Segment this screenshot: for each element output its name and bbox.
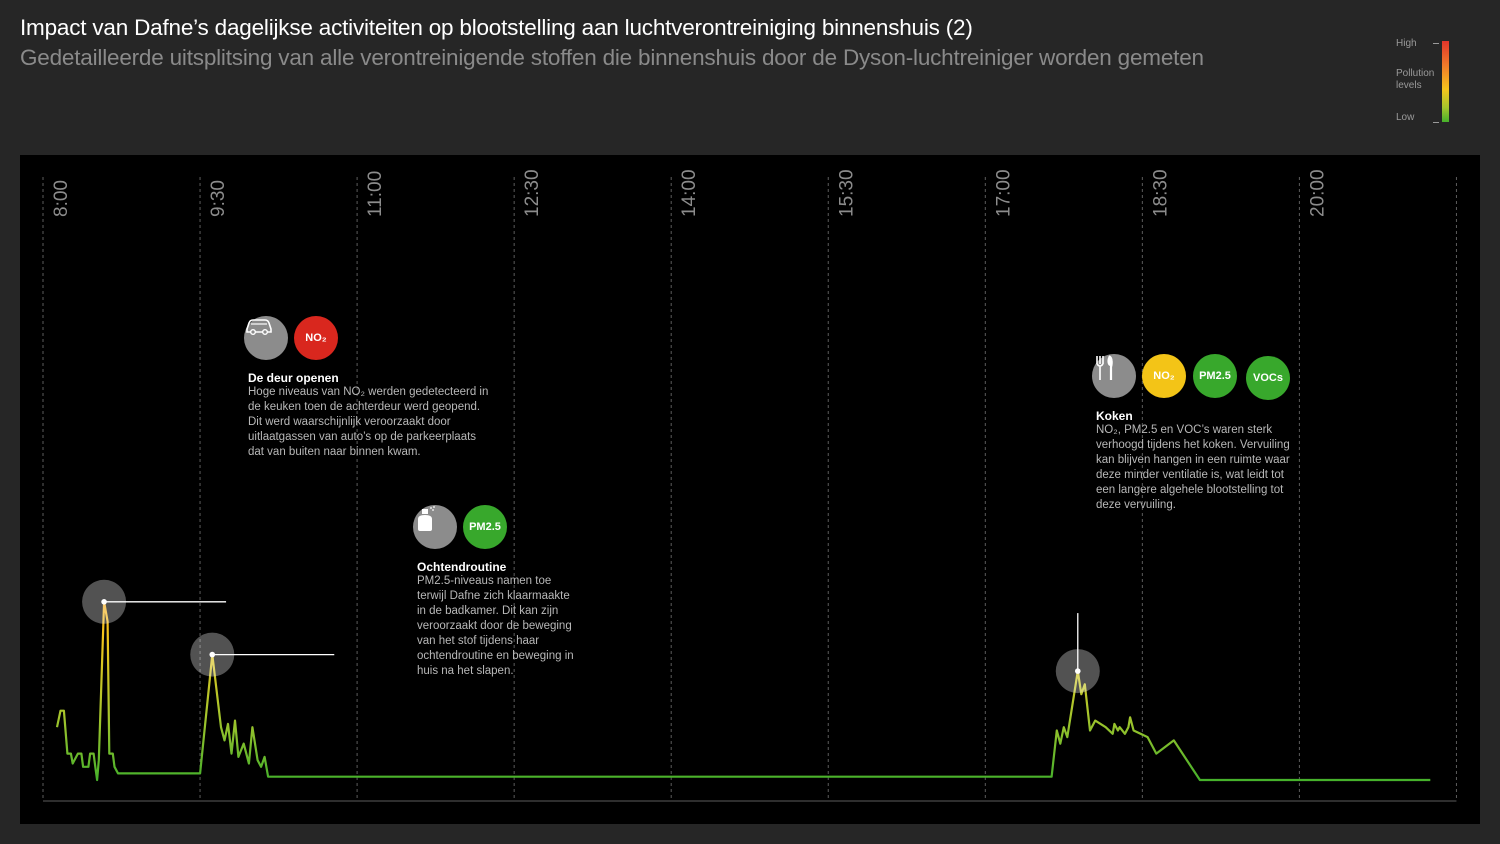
x-tick-label: 20:00	[1307, 169, 1328, 217]
annotation-morning-line: van het stof tijdens haar	[417, 635, 540, 647]
chart-panel: 8:00 9:30 11:00 12:30 14:00 15:30 17:00 18:30 20…	[20, 155, 1480, 824]
x-tick-label: 9:30	[208, 180, 229, 217]
chart-subtitle: Gedetailleerde uitsplitsing van alle ver…	[20, 45, 1204, 70]
car-icon	[244, 316, 288, 360]
no2-badge: NO₂	[294, 316, 338, 360]
marker-layer	[82, 579, 1100, 694]
annotation-cooking-line: deze vervuiling.	[1096, 499, 1176, 511]
annotation-cooking-line: NO₂, PM2.5 en VOC’s waren sterk	[1096, 424, 1273, 436]
annotation-marker-dot	[101, 599, 107, 605]
legend-high-label: High	[1396, 38, 1417, 49]
chart-svg: 8:00 9:30 11:00 12:30 14:00 15:30 17:00 18:30 20…	[42, 169, 1457, 802]
pm25-badge: PM2.5	[1193, 354, 1237, 398]
annotation-cooking-line: een langere algehele blootstelling tot	[1096, 484, 1284, 496]
annotation-morning-line: huis na het slapen.	[417, 665, 514, 677]
grid-layer: 8:00 9:30 11:00 12:30 14:00 15:30 17:00 18:30 20…	[42, 169, 1457, 802]
legend-high-tick	[1433, 43, 1439, 44]
annotation-marker-dot	[1074, 668, 1081, 674]
x-tick-label: 15:30	[836, 169, 857, 217]
legend-low-label: Low	[1396, 112, 1415, 123]
x-tick-label: 11:00	[365, 171, 386, 217]
annotation-door-line: Hoge niveaus van NO₂ werden gedetecteerd…	[248, 386, 489, 398]
annotation-door-line: Dit werd waarschijnlijk veroorzaakt door	[248, 416, 451, 428]
x-tick-label: 12:30	[522, 169, 543, 217]
pm25-badge: PM2.5	[463, 505, 507, 549]
legend-low-tick	[1433, 122, 1439, 123]
annotation-morning-line: terwijl Dafne zich klaarmaakte	[417, 590, 570, 602]
annotation-morning-line: ochtendroutine en beweging in	[417, 650, 574, 662]
annotation-marker-dot	[209, 651, 216, 658]
annotation-cooking-title: Koken	[1096, 409, 1133, 423]
annotation-door-line: dat van buiten naar binnen kwam.	[248, 446, 421, 458]
annotation-cooking-line: kan blijven hangen in een ruimte waar	[1096, 454, 1290, 466]
pollution-series-line	[55, 600, 1431, 782]
chart-title: Impact van Dafne’s dagelijkse activiteit…	[20, 15, 973, 40]
annotation-door-line: de keuken toen de achterdeur werd geopen…	[248, 401, 481, 413]
annotation-door: De deur openen Hoge niveaus van NO₂ werd…	[248, 371, 508, 460]
annotation-cooking-line: verhoogd tijdens het koken. Vervuiling	[1096, 439, 1290, 451]
x-tick-label: 8:00	[51, 180, 72, 217]
vocs-badge: VOCs	[1246, 356, 1290, 400]
cutlery-icon	[1092, 354, 1136, 398]
annotation-door-line: uitlaatgassen van auto’s op de parkeerpl…	[248, 431, 477, 443]
legend-gradient-bar	[1442, 41, 1449, 122]
annotation-morning-line: PM2.5-niveaus namen toe	[417, 575, 552, 587]
line-layer	[55, 600, 1431, 782]
legend-title: Pollution levels	[1396, 68, 1435, 91]
spray-bottle-icon	[413, 505, 457, 549]
no2-badge: NO₂	[1142, 354, 1186, 398]
x-tick-label: 18:30	[1150, 169, 1171, 217]
annotation-door-title: De deur openen	[248, 371, 339, 385]
annotation-morning: Ochtendroutine PM2.5-niveaus namen toe t…	[417, 560, 677, 679]
annotation-morning-line: veroorzaakt door de beweging	[417, 620, 572, 632]
x-tick-label: 17:00	[993, 169, 1014, 217]
x-tick-label: 14:00	[679, 169, 700, 217]
annotation-morning-line: in de badkamer. Dit kan zijn	[417, 605, 559, 617]
annotation-cooking: Koken NO₂, PM2.5 en VOC’s waren sterk ve…	[1096, 409, 1326, 513]
color-legend: High Pollution levels Low	[1392, 34, 1472, 126]
annotation-cooking-line: deze minder ventilatie is, wat leidt tot	[1096, 469, 1284, 481]
annotation-morning-title: Ochtendroutine	[417, 560, 507, 574]
